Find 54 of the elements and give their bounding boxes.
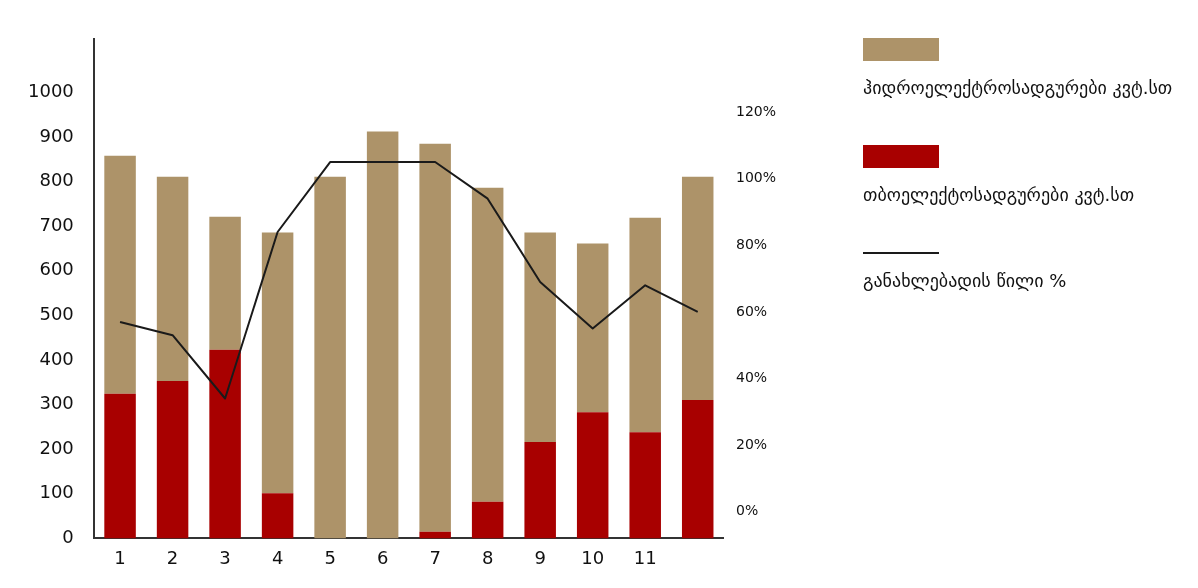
x-tick-label: 5 (324, 546, 336, 568)
y2-tick-label: 0% (735, 502, 759, 519)
bar (209, 349, 241, 539)
bar (209, 216, 241, 350)
y-tick-label: 300 (39, 392, 74, 414)
bar (681, 176, 714, 401)
y-tick-label: 0 (62, 526, 74, 548)
bar (366, 131, 399, 539)
bar (104, 393, 136, 539)
x-tick-label: 3 (219, 546, 231, 568)
bar (156, 380, 189, 539)
bar (524, 442, 556, 539)
bar (419, 531, 451, 539)
y-tick-label: 700 (39, 213, 74, 235)
x-tick-label: 7 (429, 546, 441, 568)
bar (471, 187, 504, 502)
x-tick-label: 4 (271, 546, 284, 568)
bar (314, 176, 346, 539)
bar (104, 155, 136, 394)
bar (576, 243, 609, 413)
x-tick-label: 11 (633, 546, 657, 568)
y-tick-label: 100 (39, 481, 74, 503)
bar (471, 501, 504, 539)
y-tick-label: 1000 (28, 80, 74, 101)
y-tick-label: 600 (39, 258, 74, 280)
x-tick-label: 9 (534, 546, 546, 568)
x-tick-label: 8 (481, 546, 494, 568)
x-tick-label: 2 (166, 546, 179, 568)
y2-tick-label: 20% (735, 435, 768, 452)
y-tick-label: 900 (39, 124, 74, 146)
y-tick-label: 400 (39, 347, 74, 369)
x-tick-label: 1 (114, 546, 126, 568)
y2-tick-label: 40% (735, 369, 768, 386)
bar (681, 400, 714, 539)
bar (156, 176, 189, 381)
legend-label: განახლებადის წილი % (863, 269, 1068, 293)
x-tick-label: 10 (581, 546, 605, 568)
bar (261, 493, 294, 539)
bar (261, 232, 294, 494)
y-tick-label: 200 (39, 436, 74, 458)
y-tick-label: 500 (39, 303, 74, 325)
x-tick-label: 6 (376, 546, 389, 568)
y-tick-label: 800 (39, 169, 74, 191)
y2-tick-label: 60% (735, 302, 768, 319)
y2-tick-label: 80% (735, 235, 768, 252)
bar (419, 143, 451, 532)
legend-label: ჰიდროელექტროსადგურები კვტ.სთ (863, 76, 1174, 100)
legend-label: თბოელექტოსადგურები კვტ.სთ (863, 183, 1136, 207)
y2-tick-label: 100% (735, 169, 777, 186)
bar (629, 432, 661, 539)
y2-tick-label: 120% (735, 102, 777, 119)
bar (524, 232, 556, 443)
bar (629, 217, 661, 433)
bar (576, 412, 609, 539)
